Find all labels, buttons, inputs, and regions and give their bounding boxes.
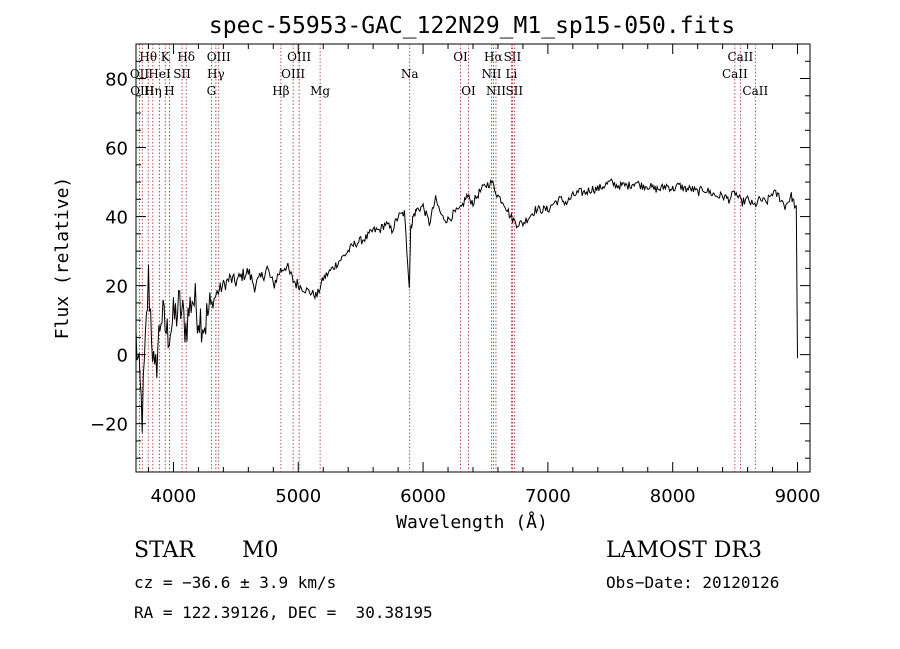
line-label-13: OIII — [281, 67, 305, 81]
line-label-0: Hθ — [139, 50, 157, 64]
line-label-9: OIII — [207, 50, 231, 64]
line-label-26: CaII — [722, 67, 748, 81]
x-tick-label-3: 7000 — [525, 486, 571, 507]
x-tick-label-5: 9000 — [775, 486, 821, 507]
plot-area-frame — [135, 43, 811, 473]
x-tick-label-2: 6000 — [400, 486, 446, 507]
y-tick-label-3: 40 — [105, 208, 128, 229]
x-tick-label-1: 5000 — [275, 486, 321, 507]
line-label-4: K — [161, 50, 171, 64]
line-label-2: OIII — [130, 84, 154, 98]
line-label-6: H — [164, 84, 174, 98]
line-label-22: SII — [504, 50, 522, 64]
y-tick-label-1: 0 — [117, 346, 128, 367]
line-label-23: Li — [506, 67, 518, 81]
line-label-27: CaII — [742, 84, 768, 98]
line-label-17: OI — [453, 50, 468, 64]
axis-ticks: 4000 5000 6000 7000 8000 9000 −20 0 20 40 60 80 — [90, 43, 821, 507]
line-label-8: Hδ — [177, 50, 195, 64]
line-label-11: G — [207, 84, 217, 98]
line-label-10: Hγ — [207, 67, 225, 81]
line-label-21: NII — [486, 84, 506, 98]
line-label-3: Hη — [144, 84, 162, 98]
line-label-16: Na — [401, 67, 419, 81]
object-subclass: M0 — [242, 538, 279, 563]
line-label-18: OI — [461, 84, 476, 98]
line-label-24: SII — [505, 84, 523, 98]
line-label-7: SII — [173, 67, 191, 81]
coordinates: RA = 122.39126, DEC = 30.38195 — [134, 603, 433, 622]
line-label-12: OIII — [287, 50, 311, 64]
line-label-5: HeI — [148, 67, 171, 81]
spectrum-line — [135, 178, 798, 433]
y-tick-label-0: −20 — [90, 415, 128, 436]
y-tick-label-2: 20 — [105, 277, 128, 298]
survey-name: LAMOST DR3 — [606, 538, 762, 563]
line-label-25: CaII — [727, 50, 753, 64]
x-axis-label: Wavelength (Å) — [396, 511, 548, 533]
line-label-14: Hβ — [272, 84, 289, 98]
line-label-1: OII — [130, 67, 150, 81]
y-tick-label-5: 80 — [105, 70, 128, 91]
x-tick-label-4: 8000 — [650, 486, 696, 507]
line-label-15: Mg — [310, 84, 330, 98]
observation-date: Obs−Date: 20120126 — [606, 573, 780, 592]
x-tick-label-0: 4000 — [151, 486, 197, 507]
y-axis-label: Flux (relative) — [52, 177, 73, 340]
redshift-velocity: cz = −36.6 ± 3.9 km/s — [134, 573, 337, 592]
line-label-19: Hα — [484, 50, 503, 64]
chart-title: spec-55953-GAC_122N29_M1_sp15-050.fits — [209, 13, 735, 39]
line-label-20: NII — [481, 67, 501, 81]
y-tick-label-4: 60 — [105, 139, 128, 160]
object-type: STAR — [134, 538, 195, 563]
